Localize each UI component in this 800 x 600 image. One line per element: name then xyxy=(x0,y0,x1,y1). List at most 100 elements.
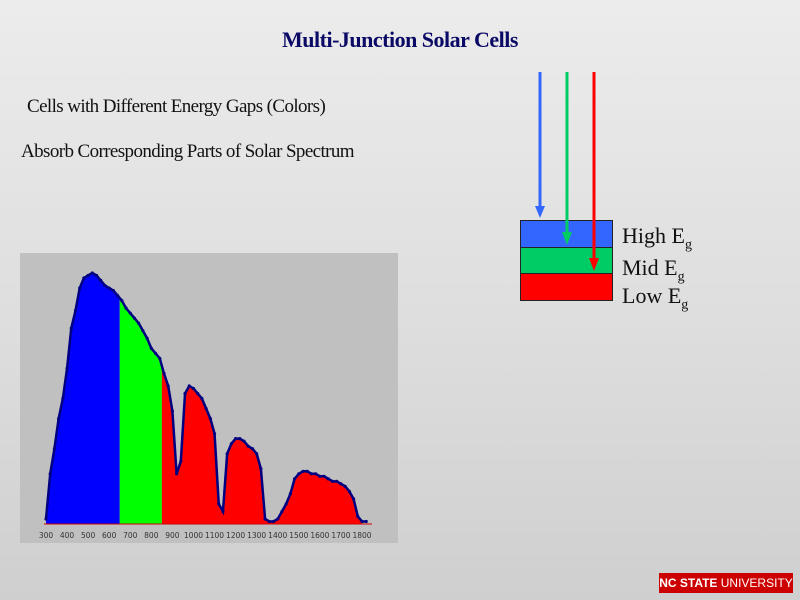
solar-spectrum-chart: 300 400 500 600 700 800 900 1000 1100 1200 1300 140… xyxy=(20,253,398,543)
data-point xyxy=(162,371,166,375)
data-point xyxy=(221,509,225,514)
data-point xyxy=(69,326,73,330)
x-tick-label: 400 xyxy=(60,531,75,540)
data-point xyxy=(326,477,330,481)
data-point xyxy=(250,447,255,451)
data-point xyxy=(111,288,116,293)
data-point xyxy=(170,409,174,413)
data-point xyxy=(360,519,364,524)
data-point xyxy=(314,472,318,476)
data-point xyxy=(149,346,153,350)
data-point xyxy=(103,283,107,288)
region-mid-eg xyxy=(119,298,162,524)
data-point xyxy=(284,502,288,506)
data-point xyxy=(78,286,82,290)
data-point xyxy=(356,514,360,519)
data-point xyxy=(48,472,52,476)
data-point xyxy=(128,311,132,315)
x-tick-label: 800 xyxy=(144,531,159,540)
data-point xyxy=(90,271,94,275)
data-point xyxy=(57,416,61,421)
data-point xyxy=(259,467,263,471)
data-point xyxy=(183,391,187,396)
x-tick-label: 1000 xyxy=(184,531,203,540)
ncsu-logo: NC STATE UNIVERSITY xyxy=(659,573,793,593)
data-point xyxy=(204,406,208,411)
label-mid: Mid Eg xyxy=(622,255,685,285)
x-tick-label: 1400 xyxy=(268,531,287,540)
data-point xyxy=(132,316,137,320)
data-point xyxy=(292,477,297,481)
chart-svg: 300 400 500 600 700 800 900 1000 1100 1200 1300 140… xyxy=(39,271,372,540)
data-point xyxy=(305,469,309,473)
bullet-line-1: Cells with Different Energy Gaps (Colors… xyxy=(27,96,326,117)
data-point xyxy=(271,519,276,524)
data-point xyxy=(94,273,99,278)
data-point xyxy=(225,452,229,456)
data-point xyxy=(191,386,196,391)
x-tick-label: 900 xyxy=(165,531,180,540)
data-point xyxy=(82,276,86,280)
x-tick-label: 1800 xyxy=(352,531,371,540)
data-point xyxy=(263,517,267,521)
data-point xyxy=(246,444,250,448)
data-point xyxy=(179,459,183,463)
x-tick-label: 1200 xyxy=(226,531,245,540)
data-point xyxy=(61,396,65,401)
data-point xyxy=(267,519,271,524)
data-point xyxy=(297,472,301,476)
data-point xyxy=(137,321,141,325)
data-point xyxy=(335,479,339,483)
x-tick-label: 1700 xyxy=(331,531,350,540)
data-point xyxy=(107,286,111,290)
data-point xyxy=(65,366,69,370)
arrow-green xyxy=(562,72,572,245)
data-point xyxy=(120,299,124,303)
data-point xyxy=(99,278,103,283)
data-point xyxy=(238,437,242,441)
data-point xyxy=(166,384,170,388)
layer-low xyxy=(520,273,613,301)
x-tick-label: 1500 xyxy=(289,531,308,540)
x-tick-label: 700 xyxy=(123,531,138,540)
data-point xyxy=(242,439,246,443)
data-point xyxy=(158,356,162,360)
data-point xyxy=(234,437,238,441)
region-low-eg xyxy=(161,365,362,524)
bullet-line-2: Absorb Corresponding Parts of Solar Spec… xyxy=(21,141,355,162)
data-point xyxy=(200,396,204,401)
data-point xyxy=(318,474,322,478)
data-point xyxy=(255,452,259,456)
label-low: Low Eg xyxy=(622,283,689,313)
data-point xyxy=(141,329,145,333)
arrow-red xyxy=(589,72,599,271)
slide-title: Multi-Junction Solar Cells xyxy=(282,27,518,52)
x-tick-label: 500 xyxy=(81,531,96,540)
x-tick-label: 1600 xyxy=(310,531,329,540)
data-point xyxy=(175,472,179,476)
data-point xyxy=(364,519,368,524)
x-tick-label: 600 xyxy=(102,531,117,540)
data-point xyxy=(351,497,356,501)
x-tick-label: 300 xyxy=(39,531,54,540)
data-point xyxy=(124,306,128,310)
data-point xyxy=(212,432,217,436)
data-point xyxy=(196,391,200,396)
data-point xyxy=(116,293,120,298)
data-point xyxy=(309,472,314,476)
data-point xyxy=(86,273,90,278)
data-point xyxy=(153,351,158,355)
data-point xyxy=(44,517,48,521)
data-point xyxy=(276,517,280,521)
x-tick-label: 1300 xyxy=(247,531,266,540)
arrow-blue xyxy=(535,72,545,218)
label-high: High Eg xyxy=(622,223,692,253)
data-point xyxy=(73,309,78,313)
data-point xyxy=(217,502,221,506)
x-tick-label: 1100 xyxy=(205,531,224,540)
data-point xyxy=(280,509,284,514)
data-point xyxy=(229,442,233,446)
region-high-eg xyxy=(46,273,120,524)
